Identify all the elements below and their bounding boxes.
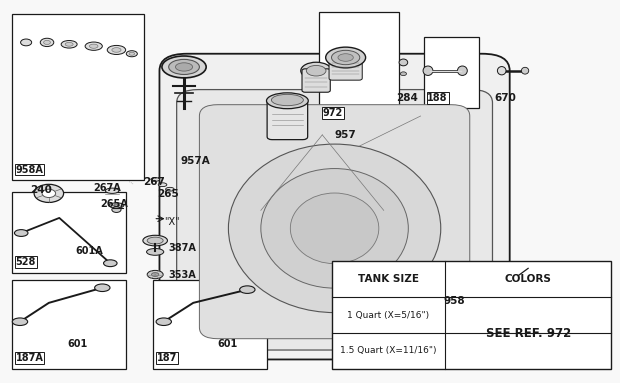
Ellipse shape (290, 193, 379, 264)
Ellipse shape (14, 230, 28, 236)
Ellipse shape (462, 292, 473, 299)
Ellipse shape (65, 43, 73, 46)
Bar (12, 14, 144, 180)
Ellipse shape (126, 51, 138, 57)
Text: 267A: 267A (94, 183, 122, 193)
Text: 1 Quart (X=5/16"): 1 Quart (X=5/16") (347, 311, 430, 319)
Bar (423, 37, 479, 108)
Ellipse shape (301, 62, 332, 79)
Bar (319, 12, 399, 124)
Ellipse shape (147, 270, 163, 279)
Ellipse shape (151, 273, 159, 277)
Ellipse shape (43, 40, 50, 44)
Ellipse shape (521, 67, 529, 74)
Ellipse shape (326, 47, 366, 68)
FancyBboxPatch shape (159, 54, 510, 360)
Ellipse shape (112, 207, 121, 213)
Ellipse shape (112, 48, 121, 52)
Text: 957: 957 (335, 130, 356, 140)
Ellipse shape (129, 52, 135, 55)
Ellipse shape (113, 205, 120, 206)
Text: "X": "X" (164, 218, 180, 228)
Ellipse shape (104, 260, 117, 267)
Bar (153, 280, 267, 369)
Ellipse shape (401, 72, 407, 75)
Ellipse shape (240, 286, 255, 293)
Ellipse shape (146, 249, 164, 255)
Ellipse shape (109, 203, 124, 208)
FancyBboxPatch shape (329, 56, 362, 80)
Text: 1.5 Quart (X=11/16"): 1.5 Quart (X=11/16") (340, 347, 436, 355)
Bar (12, 280, 126, 369)
Ellipse shape (228, 144, 441, 313)
FancyBboxPatch shape (200, 105, 470, 339)
Bar (332, 261, 611, 369)
Ellipse shape (423, 66, 433, 75)
Text: 958: 958 (444, 296, 466, 306)
Text: 188: 188 (427, 93, 448, 103)
Ellipse shape (166, 187, 174, 191)
FancyBboxPatch shape (267, 100, 308, 140)
Text: SEE REF. 972: SEE REF. 972 (485, 327, 571, 340)
Text: 284: 284 (396, 93, 418, 103)
Text: 601: 601 (218, 339, 238, 349)
Ellipse shape (40, 38, 54, 47)
Ellipse shape (89, 44, 98, 48)
Text: 240: 240 (30, 185, 51, 195)
Ellipse shape (156, 318, 172, 326)
Text: 267: 267 (143, 177, 165, 187)
Text: 670: 670 (494, 93, 516, 103)
Ellipse shape (158, 183, 167, 187)
Ellipse shape (338, 54, 353, 61)
Text: 957A: 957A (181, 156, 211, 166)
Text: 187A: 187A (16, 353, 43, 363)
Ellipse shape (272, 94, 303, 106)
Ellipse shape (261, 169, 409, 288)
Ellipse shape (267, 93, 308, 109)
Ellipse shape (42, 189, 56, 198)
Ellipse shape (61, 41, 77, 48)
Ellipse shape (175, 63, 193, 71)
Text: 958A: 958A (16, 165, 43, 175)
Text: 387A: 387A (169, 243, 197, 253)
Ellipse shape (151, 178, 159, 181)
Text: 353A: 353A (169, 270, 197, 280)
Ellipse shape (147, 237, 163, 244)
Text: 265: 265 (157, 189, 179, 199)
FancyBboxPatch shape (302, 69, 330, 92)
Text: 265A: 265A (100, 198, 128, 209)
Ellipse shape (169, 59, 200, 74)
Ellipse shape (458, 66, 467, 75)
Ellipse shape (399, 59, 408, 66)
Ellipse shape (332, 50, 360, 65)
FancyBboxPatch shape (177, 90, 492, 350)
Ellipse shape (20, 39, 32, 46)
Ellipse shape (162, 56, 206, 78)
Text: 601A: 601A (75, 246, 103, 256)
Text: 972: 972 (323, 108, 343, 118)
Ellipse shape (105, 188, 119, 193)
Ellipse shape (34, 184, 64, 203)
Ellipse shape (306, 65, 326, 76)
Ellipse shape (437, 275, 456, 286)
Ellipse shape (143, 235, 167, 246)
Ellipse shape (12, 318, 28, 326)
Ellipse shape (85, 42, 102, 50)
Text: 601: 601 (68, 339, 87, 349)
Text: 187: 187 (157, 353, 177, 363)
Ellipse shape (107, 46, 126, 54)
Text: eReplacementParts.com: eReplacementParts.com (225, 194, 395, 208)
Text: COLORS: COLORS (505, 274, 552, 284)
Text: TANK SIZE: TANK SIZE (358, 274, 419, 284)
FancyBboxPatch shape (490, 271, 523, 295)
Bar (12, 192, 126, 273)
Text: 528: 528 (16, 257, 36, 267)
Ellipse shape (497, 67, 506, 75)
Ellipse shape (95, 284, 110, 291)
